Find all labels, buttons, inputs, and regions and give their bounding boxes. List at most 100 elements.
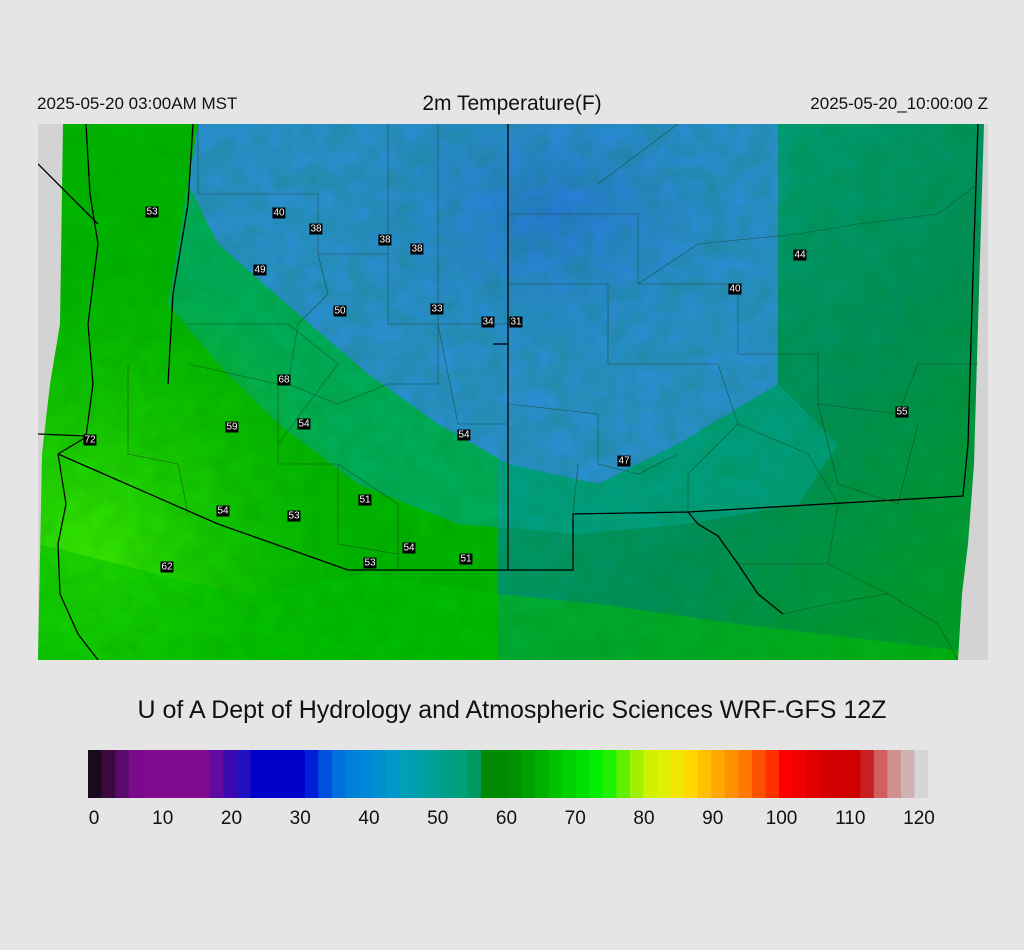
colorbar-swatch — [345, 750, 360, 798]
colorbar-swatch — [508, 750, 523, 798]
nodata-right — [958, 124, 988, 660]
colorbar-swatch — [277, 750, 292, 798]
colorbar-swatch — [806, 750, 821, 798]
colorbar-swatch — [358, 750, 374, 798]
station-value: 72 — [83, 434, 97, 446]
station-value: 59 — [225, 421, 239, 433]
colorbar-swatch — [738, 750, 753, 798]
colorbar-swatch — [467, 750, 482, 798]
colorbar-swatch — [223, 750, 238, 798]
colorbar-swatch — [115, 750, 130, 798]
colorbar-swatch — [386, 750, 401, 798]
station-value: 47 — [617, 455, 631, 467]
colorbar-tick-label: 100 — [765, 808, 798, 829]
colorbar-swatch — [521, 750, 536, 798]
colorbar-swatch — [684, 750, 699, 798]
colorbar-swatch — [264, 750, 279, 798]
colorbar-tick-labels: 0 10 20 30 40 50 60 70 80 90 100 110 120 — [0, 808, 1024, 838]
header-left-time: 2025-05-20 03:00AM MST — [37, 94, 238, 113]
station-value: 53 — [145, 206, 159, 218]
station-value: 53 — [287, 510, 301, 522]
station-value: 49 — [253, 264, 267, 276]
colorbar-swatch — [155, 750, 170, 798]
colorbar-swatch — [88, 750, 103, 798]
station-value: 62 — [160, 561, 174, 573]
colorbar-tick-label: 0 — [88, 808, 100, 829]
map-title: 2m Temperature(F) — [422, 92, 602, 115]
colorbar-tick-label: 80 — [633, 808, 655, 829]
temperature-map: 53 40 38 38 38 49 50 33 34 31 44 40 68 59 54 54 72 55 47 51… — [38, 124, 988, 660]
station-value: 54 — [216, 505, 230, 517]
colorbar-swatch — [535, 750, 550, 798]
colorbar-swatch — [697, 750, 712, 798]
colorbar-swatch — [629, 750, 645, 798]
colorbar-tick-label: 30 — [289, 808, 311, 829]
map-canvas — [38, 124, 988, 660]
station-value: 40 — [272, 207, 286, 219]
colorbar-tick-label: 120 — [903, 808, 935, 829]
colorbar-swatch — [846, 750, 861, 798]
colorbar-swatch — [413, 750, 428, 798]
colorbar-swatch — [101, 750, 116, 798]
colorbar-swatch — [399, 750, 414, 798]
station-value: 38 — [309, 223, 323, 235]
station-value: 50 — [333, 305, 347, 317]
station-value: 38 — [410, 243, 424, 255]
colorbar-swatch — [914, 750, 928, 798]
colorbar-swatch — [751, 750, 767, 798]
colorbar-swatch — [670, 750, 685, 798]
station-value: 68 — [277, 374, 291, 386]
colorbar-swatch — [711, 750, 726, 798]
colorbar-swatch — [900, 750, 916, 798]
colorbar-swatch — [318, 750, 333, 798]
colorbar-swatch — [724, 750, 739, 798]
footer-credit: U of A Dept of Hydrology and Atmospheric… — [137, 696, 887, 724]
colorbar-swatch — [602, 750, 617, 798]
colorbar-swatch — [819, 750, 834, 798]
station-value: 55 — [895, 406, 909, 418]
colorbar-swatch — [860, 750, 875, 798]
station-value: 54 — [457, 429, 471, 441]
nodata-left — [38, 124, 63, 660]
colorbar-tick-label: 20 — [220, 808, 243, 829]
county-lines — [127, 124, 979, 660]
colorbar-swatch — [331, 750, 347, 798]
colorbar-swatch — [372, 750, 387, 798]
header-right-time: 2025-05-20_10:00:00 Z — [810, 94, 988, 113]
colorbar-tick-label: 90 — [702, 808, 724, 829]
station-value: 54 — [402, 542, 416, 554]
colorbar-swatch — [128, 750, 143, 798]
colorbar-swatch — [575, 750, 590, 798]
colorbar-swatch — [833, 750, 848, 798]
colorbar-swatch — [643, 750, 658, 798]
station-value: 44 — [793, 249, 807, 261]
colorbar-swatch — [657, 750, 672, 798]
colorbar-swatch — [548, 750, 563, 798]
colorbar-swatch — [616, 750, 631, 798]
colorbar-swatch — [873, 750, 888, 798]
station-value: 51 — [459, 553, 473, 565]
colorbar-tick-label: 50 — [427, 808, 449, 829]
colorbar-tick-label: 60 — [495, 808, 518, 829]
station-value: 51 — [358, 494, 372, 506]
field-texture — [38, 124, 988, 660]
station-value: 33 — [430, 303, 444, 315]
colorbar-swatch — [250, 750, 265, 798]
colorbar-tick-label: 70 — [564, 808, 586, 829]
colorbar-swatch — [494, 750, 509, 798]
colorbar-swatch — [196, 750, 211, 798]
station-value: 53 — [363, 557, 377, 569]
colorbar-tick-label: 10 — [152, 808, 174, 829]
colorbar-swatch — [589, 750, 604, 798]
station-value: 54 — [297, 418, 311, 430]
colorbar-swatch — [142, 750, 157, 798]
colorbar-swatch — [778, 750, 794, 798]
colorbar-swatch — [182, 750, 197, 798]
station-value: 31 — [509, 316, 523, 328]
station-value: 34 — [481, 316, 495, 328]
colorbar-swatch — [304, 750, 319, 798]
colorbar-swatch — [453, 750, 468, 798]
colorbar-swatch — [291, 750, 306, 798]
colorbar-swatch — [426, 750, 441, 798]
colorbar-swatch — [237, 750, 252, 798]
